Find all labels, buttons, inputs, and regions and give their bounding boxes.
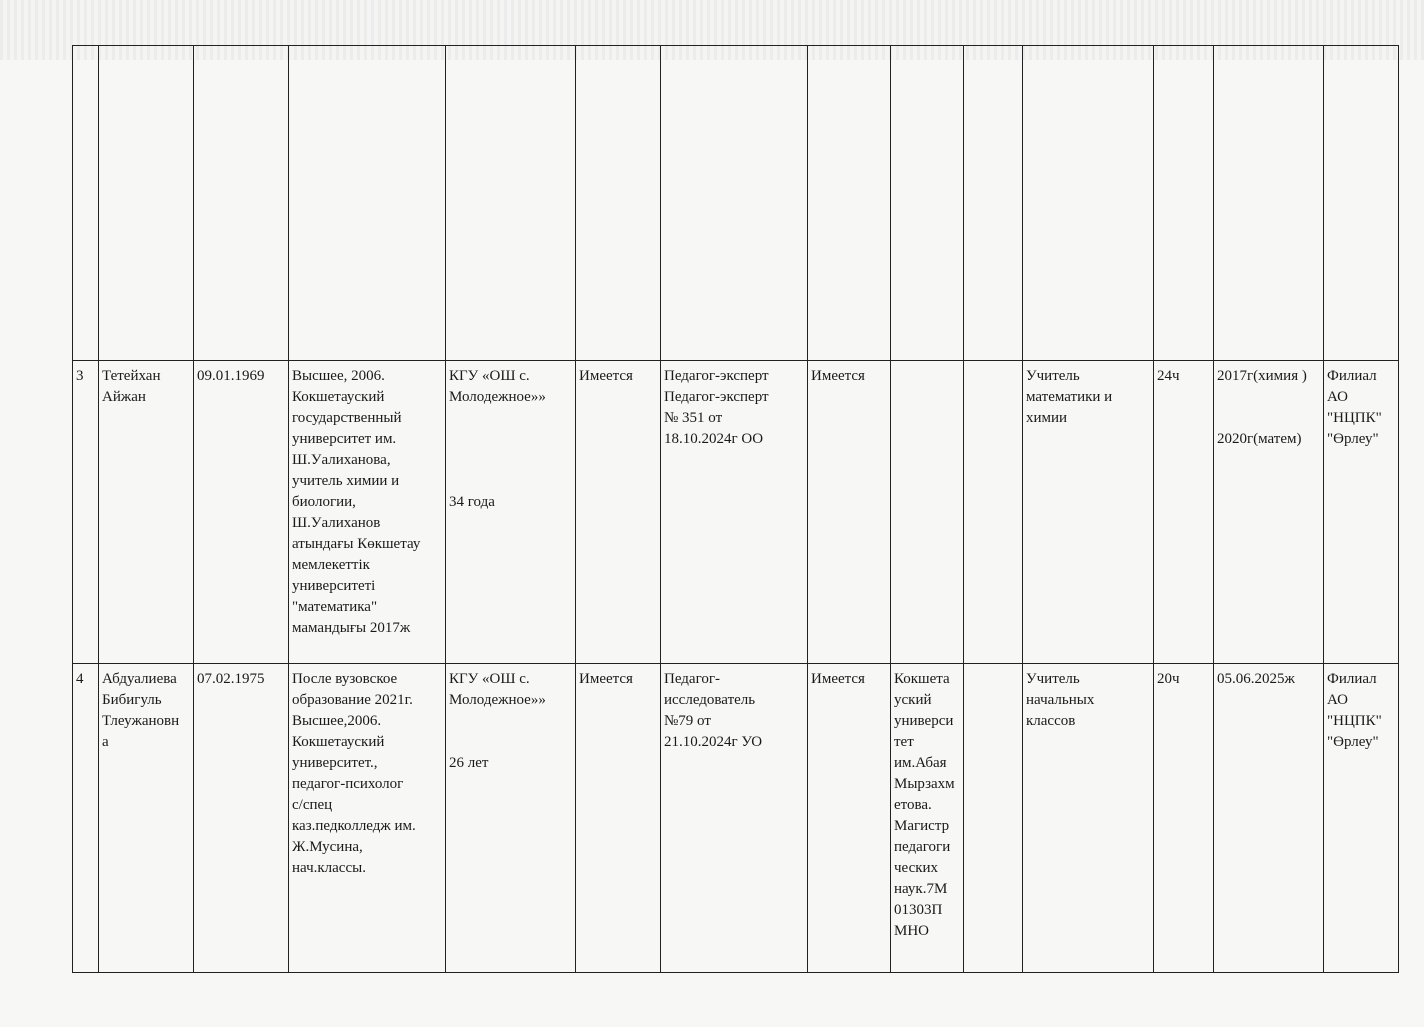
cell-category (660, 45, 808, 361)
cell-category: Педагог- исследователь №79 от 21.10.2024… (660, 663, 808, 973)
cell-full-name: Абдуалиева Бибигуль Тлеужановн а (98, 663, 194, 973)
cell-course-provider (1323, 45, 1399, 361)
staff-table: 3 Тетейхан Айжан 09.01.1969 Высшее, 2006. К… (72, 45, 1399, 973)
cell-education: Высшее, 2006. Кокшетауский государственн… (288, 360, 446, 664)
cell-hours: 20ч (1153, 663, 1214, 973)
cell-number: 3 (72, 360, 99, 664)
cell-hours (1153, 45, 1214, 361)
cell-workplace-experience (445, 45, 576, 361)
cell-education (288, 45, 446, 361)
cell-course-provider: Филиал АО "НЦПК" "Өрлеу" (1323, 663, 1399, 973)
cell-birth-date: 09.01.1969 (193, 360, 289, 664)
cell-postgraduate (890, 360, 964, 664)
cell-status-1 (575, 45, 661, 361)
cell-courses-date: 05.06.2025ж (1213, 663, 1324, 973)
table-row (72, 45, 1399, 361)
cell-postgraduate: Кокшета уский универси тет им.Абая Мырза… (890, 663, 964, 973)
cell-position: Учитель начальных классов (1022, 663, 1154, 973)
cell-workplace-experience: КГУ «ОШ с. Молодежное»» 26 лет (445, 663, 576, 973)
cell-full-name (98, 45, 194, 361)
cell-birth-date (193, 45, 289, 361)
cell-hours: 24ч (1153, 360, 1214, 664)
cell-workplace-experience: КГУ «ОШ с. Молодежное»» 34 года (445, 360, 576, 664)
cell-status-2: Имеется (807, 360, 891, 664)
cell-courses-date (1213, 45, 1324, 361)
cell-status-1: Имеется (575, 360, 661, 664)
cell-status-2 (807, 45, 891, 361)
table-row: 3 Тетейхан Айжан 09.01.1969 Высшее, 2006. К… (72, 360, 1399, 664)
table-row: 4 Абдуалиева Бибигуль Тлеужановн а 07.02.1… (72, 663, 1399, 973)
cell-full-name: Тетейхан Айжан (98, 360, 194, 664)
cell-status-2: Имеется (807, 663, 891, 973)
cell-extra (963, 45, 1023, 361)
cell-education: После вузовское образование 2021г. Высше… (288, 663, 446, 973)
cell-status-1: Имеется (575, 663, 661, 973)
cell-postgraduate (890, 45, 964, 361)
cell-courses-date: 2017г(химия ) 2020г(матем) (1213, 360, 1324, 664)
cell-course-provider: Филиал АО "НЦПК" "Өрлеу" (1323, 360, 1399, 664)
cell-position: Учитель математики и химии (1022, 360, 1154, 664)
cell-extra (963, 360, 1023, 664)
cell-category: Педагог-эксперт Педагог-эксперт № 351 от… (660, 360, 808, 664)
cell-extra (963, 663, 1023, 973)
cell-number (72, 45, 99, 361)
cell-birth-date: 07.02.1975 (193, 663, 289, 973)
cell-position (1022, 45, 1154, 361)
cell-number: 4 (72, 663, 99, 973)
